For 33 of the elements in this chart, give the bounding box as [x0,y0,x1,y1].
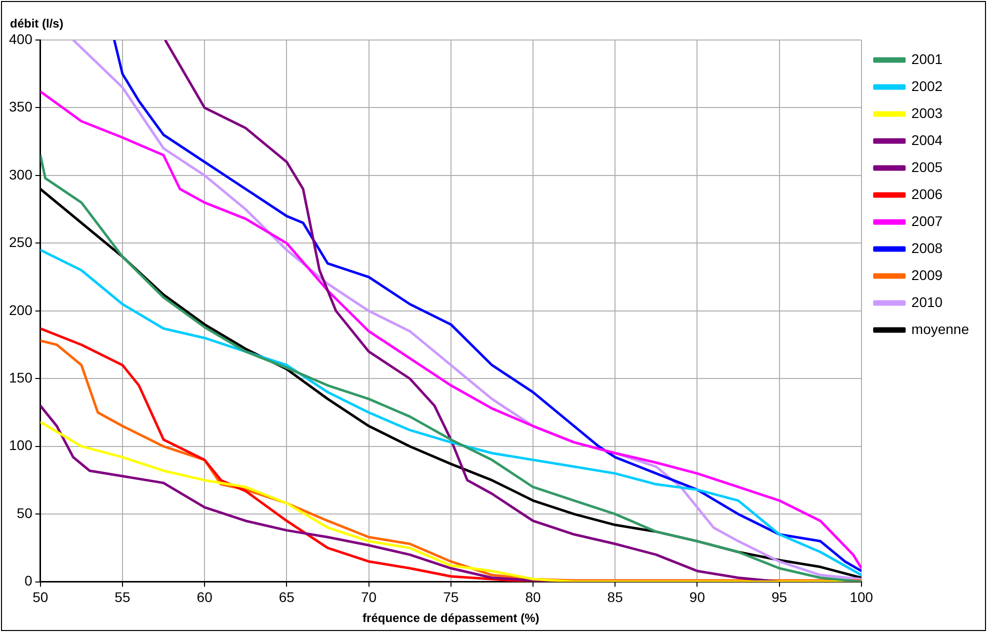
legend-label: 2007 [911,212,943,229]
x-axis-title: fréquence de dépassement (%) [362,611,540,626]
y-tick-label: 150 [9,369,33,386]
x-tick-label: 55 [114,589,130,606]
x-tick-label: 85 [607,589,624,606]
x-tick-label: 80 [525,589,541,606]
x-tick-label: 65 [278,589,295,606]
y-tick-label: 400 [9,30,33,47]
legend-label: 2006 [911,186,943,202]
y-tick-label: 100 [9,437,33,454]
legend-label: 2004 [911,132,943,148]
legend-label: 2009 [911,266,943,283]
y-tick-label: 350 [9,98,33,115]
y-tick-label: 50 [16,504,33,521]
y-tick-label: 250 [9,234,33,250]
x-tick-label: 90 [689,589,706,606]
y-tick-label: 200 [9,302,33,318]
x-tick-label: 60 [196,589,213,606]
x-tick-label: 95 [772,589,788,606]
x-tick-label: 75 [443,589,459,606]
legend-label: 2003 [911,104,943,121]
legend-label: 2001 [911,50,943,67]
y-axis-title: débit (l/s) [10,16,64,30]
legend-label: moyenne [911,320,970,337]
x-tick-label: 100 [850,589,874,606]
legend-label: 2005 [911,158,943,175]
x-tick-label: 50 [32,589,48,606]
legend-label: 2002 [911,78,943,94]
x-tick-label: 70 [360,589,377,606]
legend-label: 2008 [911,240,943,256]
legend-label: 2010 [911,294,943,310]
y-tick-label: 0 [24,572,33,589]
y-tick-label: 300 [9,166,33,182]
